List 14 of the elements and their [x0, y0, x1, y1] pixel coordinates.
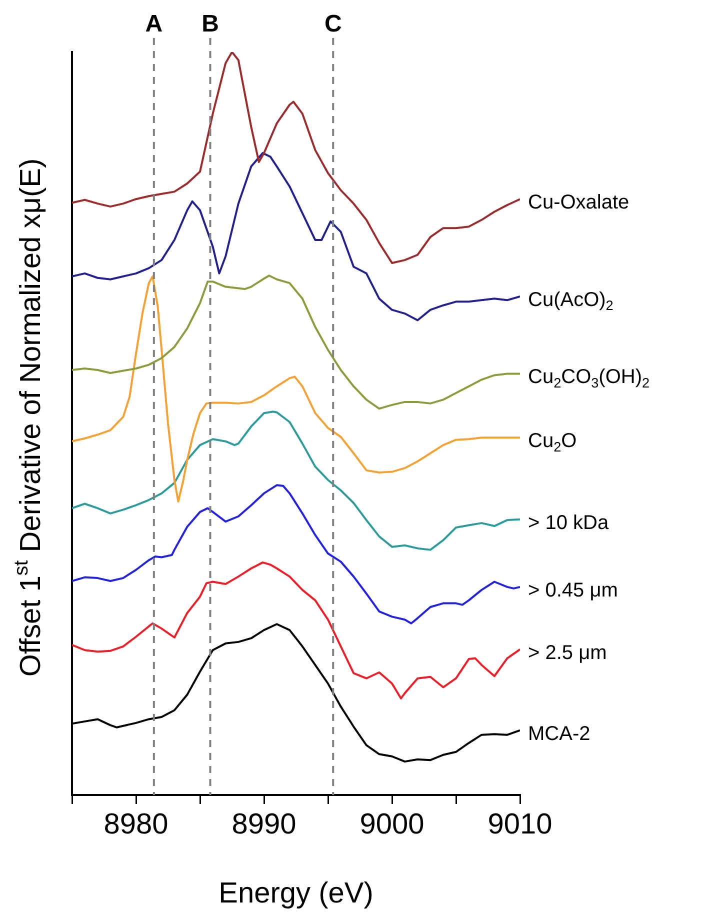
- x-tick-label: 8990: [232, 808, 296, 840]
- series-label: > 2.5 μm: [528, 642, 607, 664]
- ref-line-label: A: [145, 10, 163, 38]
- x-tick-label: 8980: [104, 808, 168, 840]
- ref-line-label: B: [202, 10, 219, 38]
- x-axis-title: Energy (eV): [218, 878, 374, 910]
- ref-line-label: C: [324, 10, 342, 38]
- x-tick-label: 9010: [488, 808, 552, 840]
- series-label: Cu-Oxalate: [528, 192, 630, 214]
- series-label: > 0.45 μm: [528, 579, 618, 602]
- series-label: > 10 kDa: [528, 512, 610, 534]
- series-label: MCA-2: [528, 722, 590, 745]
- y-axis-title: Offset 1st Derivative of Normalized xμ(E): [10, 158, 47, 677]
- x-tick-label: 9000: [360, 808, 424, 840]
